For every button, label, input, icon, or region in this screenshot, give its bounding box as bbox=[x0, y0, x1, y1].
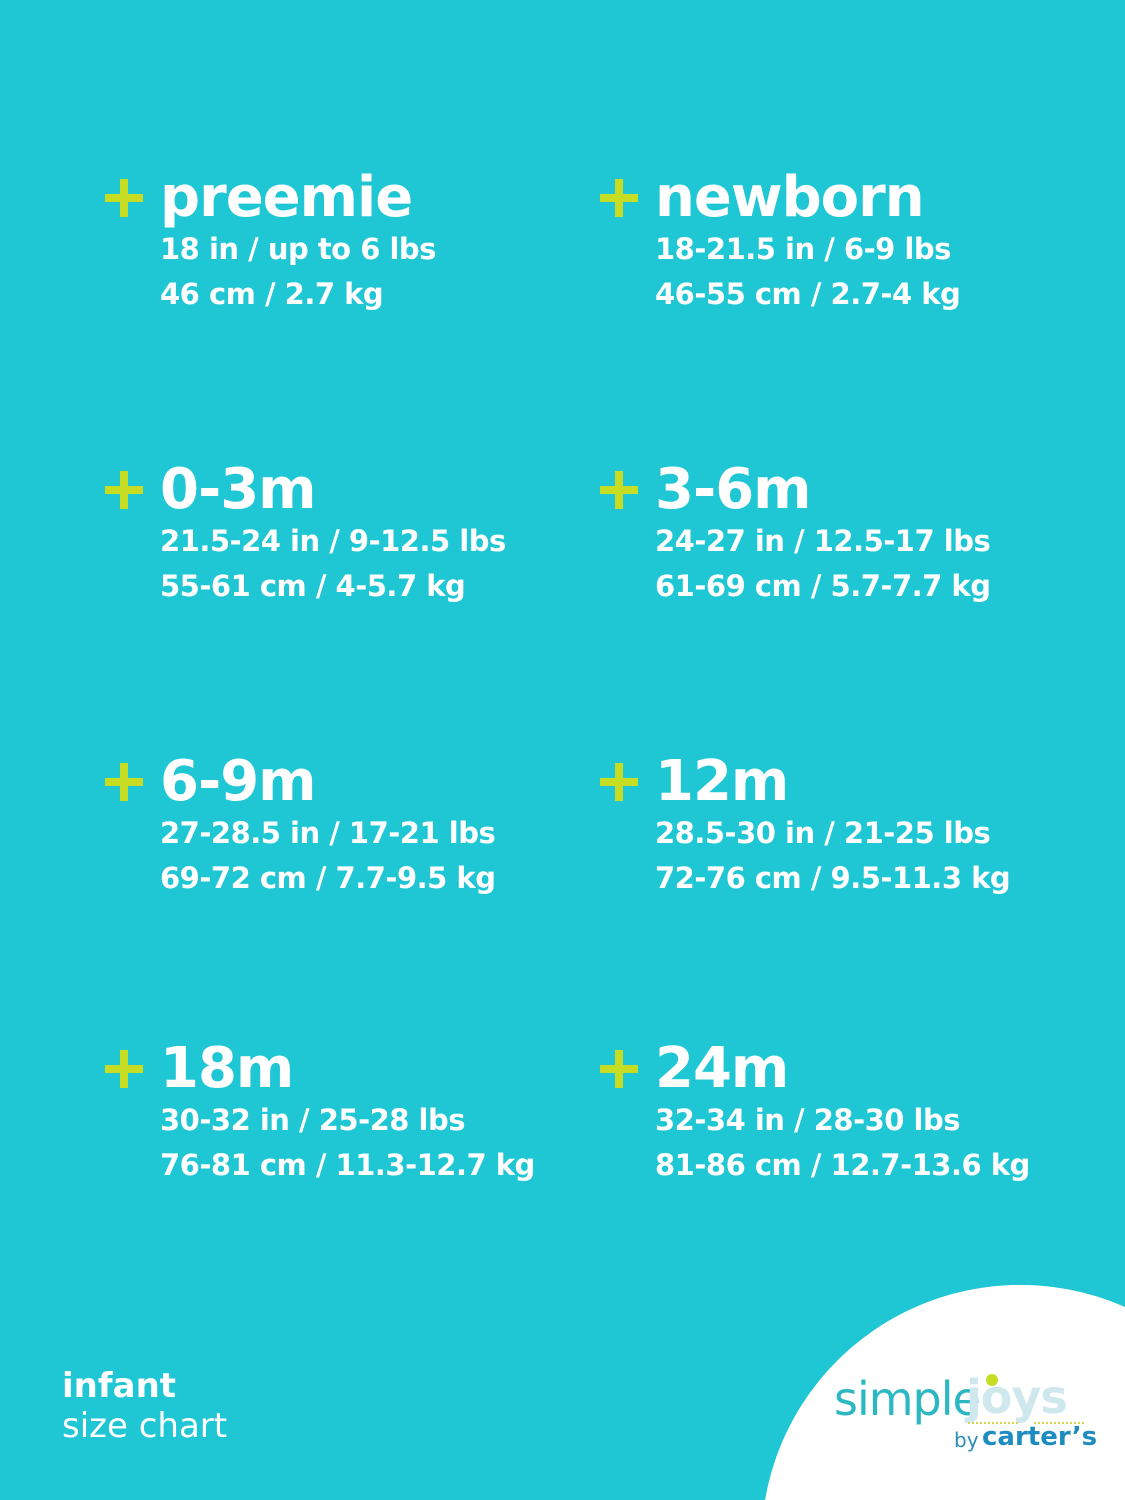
size-name: newborn bbox=[655, 165, 925, 230]
size-name: 18m bbox=[160, 1036, 294, 1101]
size-imperial: 18 in / up to 6 lbs bbox=[160, 232, 436, 266]
plus-icon bbox=[105, 1050, 143, 1088]
brand-logo: simple joys by carter’s bbox=[834, 1370, 1098, 1462]
size-imperial: 32-34 in / 28-30 lbs bbox=[655, 1103, 961, 1137]
plus-icon bbox=[105, 179, 143, 217]
caption-infant: infant bbox=[62, 1366, 177, 1406]
size-imperial: 18-21.5 in / 6-9 lbs bbox=[655, 232, 951, 266]
size-metric: 61-69 cm / 5.7-7.7 kg bbox=[655, 569, 991, 603]
size-metric: 46 cm / 2.7 kg bbox=[160, 277, 384, 311]
size-imperial: 24-27 in / 12.5-17 lbs bbox=[655, 524, 991, 558]
size-imperial: 27-28.5 in / 17-21 lbs bbox=[160, 816, 496, 850]
logo-dot bbox=[986, 1374, 998, 1386]
plus-icon bbox=[105, 471, 143, 509]
size-name: 24m bbox=[655, 1036, 789, 1101]
logo-carters: carter’s bbox=[982, 1422, 1098, 1452]
plus-icon bbox=[600, 763, 638, 801]
logo-dots bbox=[1034, 1422, 1084, 1424]
size-metric: 46-55 cm / 2.7-4 kg bbox=[655, 277, 961, 311]
size-name: 12m bbox=[655, 749, 789, 814]
plus-icon bbox=[600, 179, 638, 217]
size-imperial: 21.5-24 in / 9-12.5 lbs bbox=[160, 524, 506, 558]
logo-dots bbox=[968, 1422, 1018, 1424]
size-metric: 76-81 cm / 11.3-12.7 kg bbox=[160, 1148, 535, 1182]
size-name: 3-6m bbox=[655, 457, 812, 522]
size-imperial: 28.5-30 in / 21-25 lbs bbox=[655, 816, 991, 850]
chart-caption: infant size chart bbox=[62, 1366, 227, 1446]
size-name: 6-9m bbox=[160, 749, 317, 814]
size-metric: 69-72 cm / 7.7-9.5 kg bbox=[160, 861, 496, 895]
plus-icon bbox=[105, 763, 143, 801]
plus-icon bbox=[600, 471, 638, 509]
caption-size-chart: size chart bbox=[62, 1406, 228, 1446]
logo-joys: joys bbox=[966, 1370, 1068, 1424]
size-metric: 72-76 cm / 9.5-11.3 kg bbox=[655, 861, 1011, 895]
size-metric: 81-86 cm / 12.7-13.6 kg bbox=[655, 1148, 1030, 1182]
logo-simple: simple bbox=[834, 1372, 981, 1426]
logo-background bbox=[765, 1285, 1125, 1500]
logo-by: by bbox=[954, 1428, 979, 1452]
plus-icon bbox=[600, 1050, 638, 1088]
size-name: 0-3m bbox=[160, 457, 317, 522]
size-name: preemie bbox=[160, 165, 413, 230]
logo-background-shape bbox=[765, 1285, 1125, 1500]
size-metric: 55-61 cm / 4-5.7 kg bbox=[160, 569, 466, 603]
size-imperial: 30-32 in / 25-28 lbs bbox=[160, 1103, 466, 1137]
